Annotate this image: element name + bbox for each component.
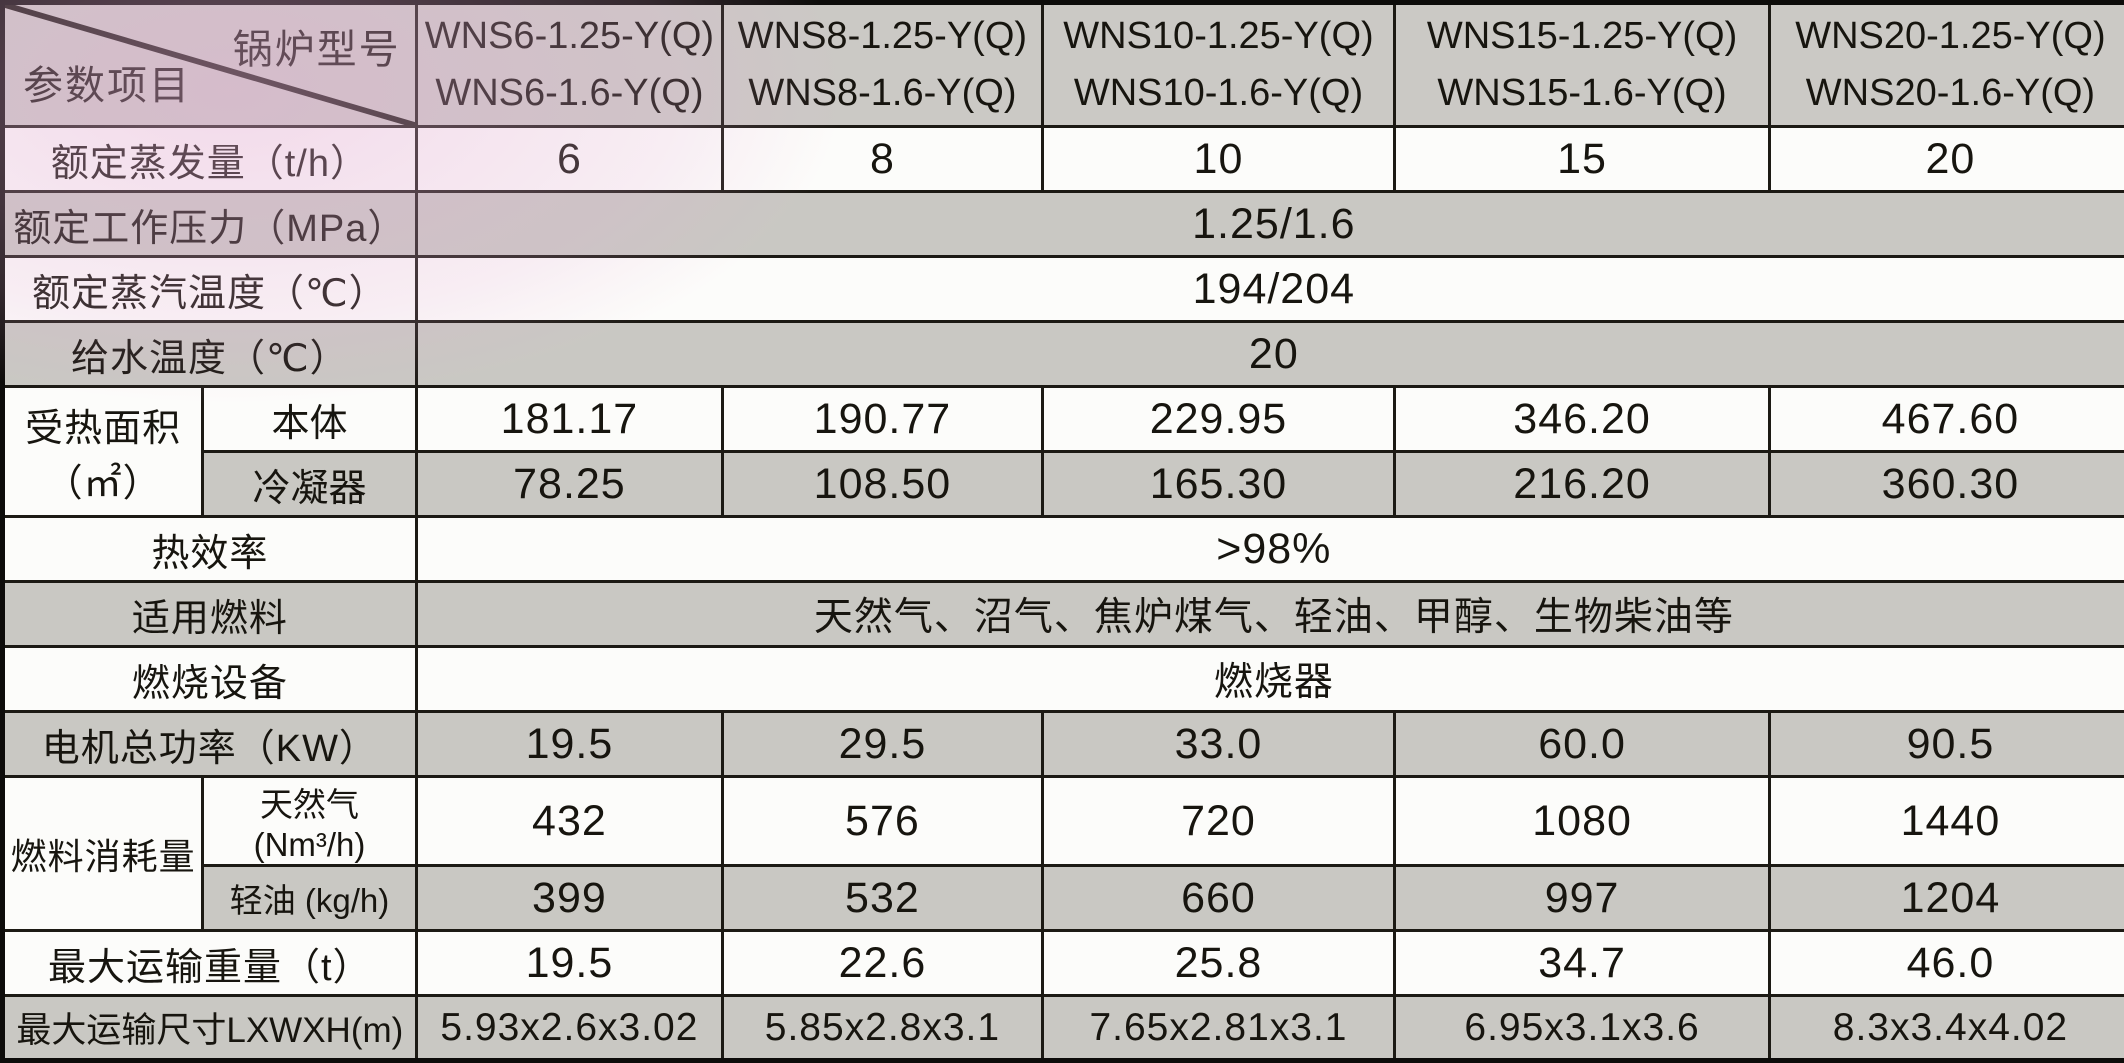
cell-value: 576 xyxy=(723,777,1043,866)
cell-value: 5.85x2.8x3.1 xyxy=(723,996,1043,1061)
row-label: 额定蒸汽温度（℃） xyxy=(3,257,417,322)
corner-label-boiler-model: 锅炉型号 xyxy=(233,17,401,75)
cell-value: 346.20 xyxy=(1395,387,1770,452)
row-fuel-consumption-gas: 燃料消耗量 天然气 (Nm³/h) 432 576 720 1080 1440 xyxy=(3,777,2124,866)
cell-value: 29.5 xyxy=(723,712,1043,777)
group-label-fuel-consumption: 燃料消耗量 xyxy=(3,777,203,931)
model-header-wns6: WNS6-1.25-Y(Q) WNS6-1.6-Y(Q) xyxy=(416,3,723,127)
row-applicable-fuel: 适用燃料 天然气、沼气、焦炉煤气、轻油、甲醇、生物柴油等 xyxy=(3,582,2124,647)
sub-label-natural-gas: 天然气 (Nm³/h) xyxy=(203,777,416,866)
cell-value: 8.3x3.4x4.02 xyxy=(1769,996,2124,1061)
row-feedwater-temp: 给水温度（℃） 20 xyxy=(3,322,2124,387)
row-heating-area-body: 受热面积（㎡） 本体 181.17 190.77 229.95 346.20 4… xyxy=(3,387,2124,452)
cell-value: 19.5 xyxy=(416,931,723,996)
model-line1: WNS6-1.25-Y(Q) xyxy=(422,8,718,65)
cell-value: 1080 xyxy=(1395,777,1770,866)
cell-value: 467.60 xyxy=(1769,387,2124,452)
cell-value: 997 xyxy=(1395,866,1770,931)
corner-label-parameter-item: 参数项目 xyxy=(23,53,191,111)
cell-span-value: >98% xyxy=(416,517,2124,582)
row-label: 最大运输尺寸LXWXH(m) xyxy=(3,996,417,1061)
model-header-wns15: WNS15-1.25-Y(Q) WNS15-1.6-Y(Q) xyxy=(1395,3,1770,127)
row-max-transport-weight: 最大运输重量（t） 19.5 22.6 25.8 34.7 46.0 xyxy=(3,931,2124,996)
cell-value: 25.8 xyxy=(1042,931,1395,996)
sub-label-light-oil: 轻油 (kg/h) xyxy=(203,866,416,931)
cell-value: 46.0 xyxy=(1769,931,2124,996)
cell-value: 360.30 xyxy=(1769,452,2124,517)
cell-value: 8 xyxy=(723,127,1043,192)
model-line2: WNS8-1.6-Y(Q) xyxy=(728,65,1037,122)
cell-value: 7.65x2.81x3.1 xyxy=(1042,996,1395,1061)
cell-span-value: 1.25/1.6 xyxy=(416,192,2124,257)
model-line2: WNS10-1.6-Y(Q) xyxy=(1048,65,1390,122)
model-line1: WNS15-1.25-Y(Q) xyxy=(1400,8,1764,65)
model-header-wns20: WNS20-1.25-Y(Q) WNS20-1.6-Y(Q) xyxy=(1769,3,2124,127)
model-header-wns8: WNS8-1.25-Y(Q) WNS8-1.6-Y(Q) xyxy=(723,3,1043,127)
cell-value: 720 xyxy=(1042,777,1395,866)
cell-span-value: 194/204 xyxy=(416,257,2124,322)
row-label: 适用燃料 xyxy=(3,582,417,647)
group-label-heating-area: 受热面积（㎡） xyxy=(3,387,203,517)
cell-value: 22.6 xyxy=(723,931,1043,996)
cell-value: 5.93x2.6x3.02 xyxy=(416,996,723,1061)
cell-value: 399 xyxy=(416,866,723,931)
cell-value: 10 xyxy=(1042,127,1395,192)
row-rated-pressure: 额定工作压力（MPa） 1.25/1.6 xyxy=(3,192,2124,257)
row-rated-evaporation: 额定蒸发量（t/h） 6 8 10 15 20 xyxy=(3,127,2124,192)
row-fuel-consumption-oil: 轻油 (kg/h) 399 532 660 997 1204 xyxy=(3,866,2124,931)
cell-value: 15 xyxy=(1395,127,1770,192)
model-header-wns10: WNS10-1.25-Y(Q) WNS10-1.6-Y(Q) xyxy=(1042,3,1395,127)
cell-value: 190.77 xyxy=(723,387,1043,452)
cell-value: 34.7 xyxy=(1395,931,1770,996)
row-label: 额定工作压力（MPa） xyxy=(3,192,417,257)
model-line2: WNS6-1.6-Y(Q) xyxy=(422,65,718,122)
row-motor-power: 电机总功率（KW） 19.5 29.5 33.0 60.0 90.5 xyxy=(3,712,2124,777)
model-line1: WNS8-1.25-Y(Q) xyxy=(728,8,1037,65)
row-label: 燃烧设备 xyxy=(3,647,417,712)
row-rated-steam-temp: 额定蒸汽温度（℃） 194/204 xyxy=(3,257,2124,322)
cell-value: 660 xyxy=(1042,866,1395,931)
model-line1: WNS20-1.25-Y(Q) xyxy=(1775,8,2124,65)
row-label: 热效率 xyxy=(3,517,417,582)
cell-value: 432 xyxy=(416,777,723,866)
cell-span-value: 20 xyxy=(416,322,2124,387)
model-line2: WNS15-1.6-Y(Q) xyxy=(1400,65,1764,122)
cell-value: 6 xyxy=(416,127,723,192)
cell-value: 90.5 xyxy=(1769,712,2124,777)
cell-value: 20 xyxy=(1769,127,2124,192)
cell-value: 33.0 xyxy=(1042,712,1395,777)
cell-value: 165.30 xyxy=(1042,452,1395,517)
row-label: 给水温度（℃） xyxy=(3,322,417,387)
cell-value: 1440 xyxy=(1769,777,2124,866)
sub-label-condenser: 冷凝器 xyxy=(203,452,416,517)
sub-label-body: 本体 xyxy=(203,387,416,452)
cell-value: 1204 xyxy=(1769,866,2124,931)
cell-value: 19.5 xyxy=(416,712,723,777)
cell-value: 181.17 xyxy=(416,387,723,452)
diagonal-corner-cell: 锅炉型号 参数项目 xyxy=(3,3,417,127)
cell-value: 6.95x3.1x3.6 xyxy=(1395,996,1770,1061)
row-combustion-equipment: 燃烧设备 燃烧器 xyxy=(3,647,2124,712)
cell-value: 78.25 xyxy=(416,452,723,517)
header-row: 锅炉型号 参数项目 WNS6-1.25-Y(Q) WNS6-1.6-Y(Q) W… xyxy=(3,3,2124,127)
cell-value: 229.95 xyxy=(1042,387,1395,452)
cell-value: 108.50 xyxy=(723,452,1043,517)
cell-value: 216.20 xyxy=(1395,452,1770,517)
row-heating-area-condenser: 冷凝器 78.25 108.50 165.30 216.20 360.30 xyxy=(3,452,2124,517)
scanned-spec-table-photo: 锅炉型号 参数项目 WNS6-1.25-Y(Q) WNS6-1.6-Y(Q) W… xyxy=(0,0,2124,1036)
model-line1: WNS10-1.25-Y(Q) xyxy=(1048,8,1390,65)
cell-value: 60.0 xyxy=(1395,712,1770,777)
row-label: 额定蒸发量（t/h） xyxy=(3,127,417,192)
model-line2: WNS20-1.6-Y(Q) xyxy=(1775,65,2124,122)
row-label: 最大运输重量（t） xyxy=(3,931,417,996)
cell-span-value: 燃烧器 xyxy=(416,647,2124,712)
row-max-transport-size: 最大运输尺寸LXWXH(m) 5.93x2.6x3.02 5.85x2.8x3.… xyxy=(3,996,2124,1061)
row-thermal-efficiency: 热效率 >98% xyxy=(3,517,2124,582)
cell-span-value: 天然气、沼气、焦炉煤气、轻油、甲醇、生物柴油等 xyxy=(416,582,2124,647)
row-label: 电机总功率（KW） xyxy=(3,712,417,777)
cell-value: 532 xyxy=(723,866,1043,931)
